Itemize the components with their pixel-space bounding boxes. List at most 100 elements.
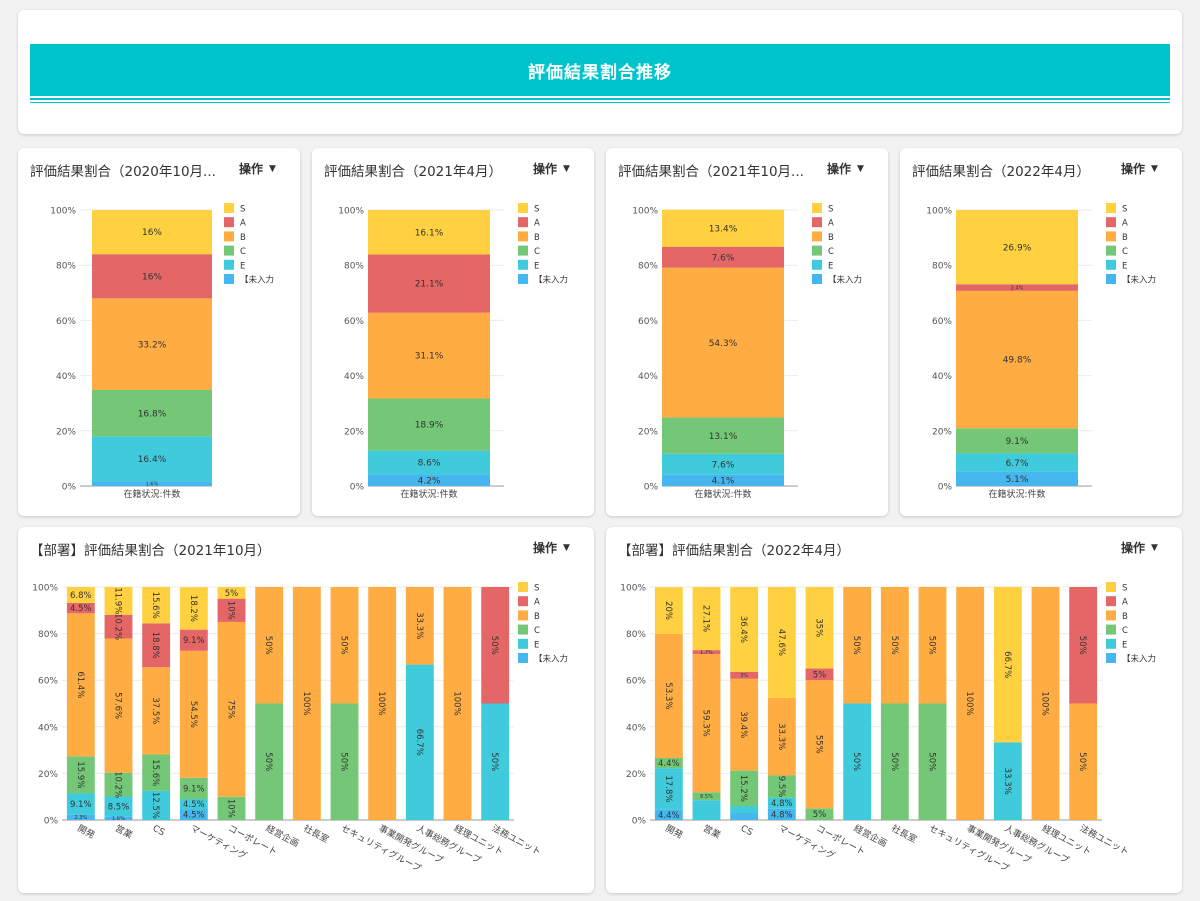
legend-swatch[interactable] — [518, 624, 528, 635]
legend-label[interactable]: C — [1122, 247, 1128, 257]
legend-label[interactable]: S — [534, 584, 539, 594]
bar-segment[interactable] — [805, 587, 834, 669]
bar-segment[interactable] — [368, 312, 490, 399]
bar-segment[interactable] — [654, 809, 683, 820]
bar-segment[interactable] — [1069, 587, 1098, 704]
bar-segment[interactable] — [292, 587, 321, 820]
bar-segment[interactable] — [405, 587, 434, 665]
bar-segment[interactable] — [993, 587, 1022, 743]
legend-label[interactable]: E — [1122, 261, 1127, 271]
bar-segment[interactable] — [217, 796, 246, 820]
bar-segment[interactable] — [918, 703, 947, 821]
bar-segment[interactable] — [66, 587, 95, 603]
legend-swatch[interactable] — [812, 231, 822, 242]
legend-label[interactable]: B — [240, 233, 246, 243]
legend-label[interactable]: B — [1122, 233, 1128, 243]
bar-segment[interactable] — [142, 667, 171, 755]
legend-swatch[interactable] — [1106, 638, 1116, 649]
legend-swatch[interactable] — [518, 203, 528, 213]
bar-segment[interactable] — [255, 703, 284, 821]
bar-segment[interactable] — [730, 806, 759, 814]
bar-segment[interactable] — [104, 638, 133, 773]
bar-segment[interactable] — [1069, 703, 1098, 821]
bar-segment[interactable] — [217, 621, 246, 797]
legend-swatch[interactable] — [518, 231, 528, 242]
bar-segment[interactable] — [368, 587, 397, 820]
bar-segment[interactable] — [918, 587, 947, 704]
bar-segment[interactable] — [767, 808, 796, 820]
legend-label[interactable]: A — [1122, 219, 1128, 229]
bar-segment[interactable] — [662, 209, 784, 247]
legend-swatch[interactable] — [518, 596, 528, 607]
legend-label[interactable]: A — [828, 219, 834, 229]
bar-segment[interactable] — [66, 602, 95, 614]
legend-label[interactable]: C — [240, 247, 246, 257]
bar-segment[interactable] — [956, 290, 1078, 429]
bar-segment[interactable] — [217, 598, 246, 622]
bar-segment[interactable] — [730, 770, 759, 807]
bar-segment[interactable] — [654, 633, 683, 759]
bar-segment[interactable] — [767, 587, 796, 698]
ops-menu-button[interactable]: 操作 ▼ — [1121, 160, 1158, 177]
legend-swatch[interactable] — [224, 245, 234, 256]
bar-segment[interactable] — [654, 587, 683, 634]
legend-label[interactable]: 【未入力 — [1122, 654, 1156, 665]
bar-segment[interactable] — [956, 587, 985, 820]
legend-swatch[interactable] — [812, 259, 822, 270]
bar-segment[interactable] — [956, 284, 1078, 291]
bar-segment[interactable] — [654, 768, 683, 810]
legend-swatch[interactable] — [518, 245, 528, 256]
legend-swatch[interactable] — [812, 203, 822, 213]
legend-label[interactable]: E — [534, 640, 539, 650]
bar-segment[interactable] — [880, 587, 909, 704]
legend-label[interactable]: S — [1122, 205, 1127, 215]
legend-swatch[interactable] — [518, 274, 528, 284]
legend-label[interactable]: 【未入力 — [828, 275, 862, 286]
bar-segment[interactable] — [692, 654, 721, 793]
legend-swatch[interactable] — [224, 217, 234, 228]
legend-label[interactable]: E — [828, 261, 833, 271]
bar-segment[interactable] — [730, 671, 759, 679]
bar-segment[interactable] — [1031, 587, 1060, 820]
bar-segment[interactable] — [692, 792, 721, 801]
legend-label[interactable]: S — [534, 205, 539, 215]
bar-segment[interactable] — [179, 629, 208, 651]
bar-segment[interactable] — [956, 428, 1078, 454]
bar-segment[interactable] — [104, 772, 133, 797]
bar-segment[interactable] — [179, 587, 208, 630]
bar-segment[interactable] — [330, 587, 359, 704]
legend-swatch[interactable] — [518, 610, 528, 621]
legend-swatch[interactable] — [1106, 582, 1116, 592]
ops-menu-button[interactable]: 操作 ▼ — [1121, 539, 1158, 556]
legend-swatch[interactable] — [1106, 259, 1116, 270]
bar-segment[interactable] — [66, 756, 95, 794]
legend-swatch[interactable] — [518, 259, 528, 270]
legend-swatch[interactable] — [1106, 653, 1116, 663]
bar-segment[interactable] — [66, 814, 95, 820]
legend-swatch[interactable] — [812, 274, 822, 284]
bar-segment[interactable] — [662, 267, 784, 418]
legend-swatch[interactable] — [1106, 624, 1116, 635]
legend-label[interactable]: E — [1122, 640, 1127, 650]
bar-segment[interactable] — [692, 800, 721, 820]
legend-label[interactable]: A — [534, 219, 540, 229]
bar-segment[interactable] — [443, 587, 472, 820]
legend-swatch[interactable] — [1106, 610, 1116, 621]
bar-segment[interactable] — [843, 703, 872, 821]
bar-segment[interactable] — [654, 758, 683, 769]
bar-segment[interactable] — [142, 790, 171, 820]
legend-swatch[interactable] — [224, 231, 234, 242]
legend-swatch[interactable] — [1106, 231, 1116, 242]
bar-segment[interactable] — [767, 697, 796, 776]
bar-segment[interactable] — [805, 668, 834, 681]
legend-swatch[interactable] — [518, 217, 528, 228]
bar-segment[interactable] — [179, 809, 208, 820]
bar-segment[interactable] — [104, 796, 133, 817]
legend-swatch[interactable] — [1106, 203, 1116, 213]
legend-swatch[interactable] — [1106, 245, 1116, 256]
bar-segment[interactable] — [104, 816, 133, 820]
bar-segment[interactable] — [805, 808, 834, 820]
bar-segment[interactable] — [662, 453, 784, 475]
legend-label[interactable]: E — [240, 261, 245, 271]
bar-segment[interactable] — [142, 623, 171, 668]
